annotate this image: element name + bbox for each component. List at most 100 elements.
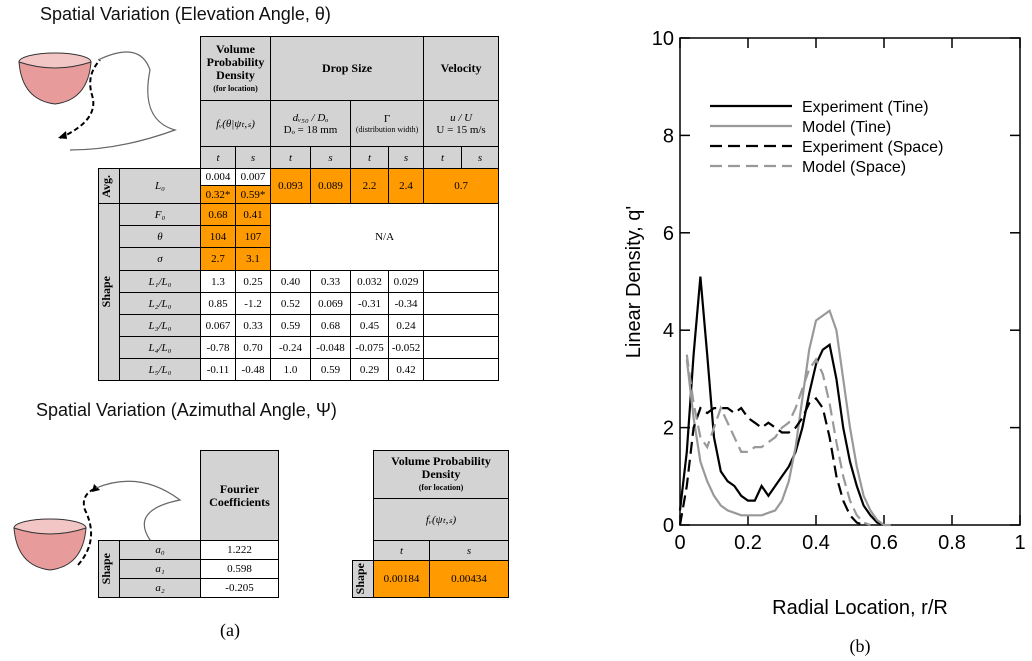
y-tick-label: 4 [663, 320, 674, 342]
group-label: Shape [353, 563, 368, 595]
row-label: L₅/L₀ [119, 358, 201, 381]
cell: 0.598 [200, 559, 279, 579]
group-cell: Shape [98, 540, 120, 598]
row-label-text: a₀ [155, 544, 165, 556]
variable: dᵥ₅₀ / Dₒ [292, 111, 329, 124]
row-label-text: L₂/L₀ [148, 297, 172, 310]
cell: -0.78 [200, 336, 236, 359]
row-label-text: L₄/L₀ [148, 341, 172, 354]
cell [423, 314, 500, 337]
cell: -0.31 [350, 292, 390, 315]
sub-header-text: t [216, 151, 220, 164]
cell [423, 336, 500, 359]
x-tick-label: 1 [1014, 532, 1025, 554]
x-tick-label: 0.6 [870, 532, 898, 554]
header-cell: fᵥ(ψₜ,ₛ) [372, 498, 510, 541]
row-label-text: σ [157, 253, 163, 265]
header: Velocity [423, 36, 500, 101]
variable: Dₒ = 18 mm [283, 123, 338, 136]
y-tick-label: 0 [663, 515, 674, 537]
row-label: a₀ [119, 540, 201, 560]
blank [99, 451, 201, 541]
cell: 0.68 [310, 314, 352, 337]
table-fourier: Fourier Coefficients Shape a₀ 1.222 a₁ 0… [98, 450, 279, 598]
y-tick-label: 8 [663, 125, 674, 147]
group-cell: Shape [352, 560, 374, 598]
bowl-icon-top [18, 51, 177, 151]
cell: 0.00434 [428, 560, 510, 598]
sub-header-text: t [399, 544, 404, 557]
row: L₄/L₀ -0.78 0.70 -0.24 -0.048 -0.075 -0.052 [99, 336, 500, 359]
row-label: L₂/L₀ [119, 292, 201, 315]
sub-header-text: t [441, 151, 445, 164]
cell: 0.33 [310, 270, 352, 293]
plot: 0 2 4 6 8 10 0 0.2 0.4 0.6 0.8 1 Experiment (Tine) Mo… [652, 28, 1026, 554]
sub-header: s [428, 540, 510, 561]
x-axis-label: Radial Location, r/R [772, 597, 948, 619]
legend-label: Model (Space) [802, 159, 906, 176]
row-label-text: L₀ [155, 180, 165, 192]
row-label-text: a₂ [155, 582, 165, 594]
sub-header: t [270, 146, 312, 169]
row-label: L₀ [119, 168, 201, 204]
row-label: L₃/L₀ [119, 314, 201, 337]
cell: 0.32* [200, 185, 236, 204]
cell: -1.2 [234, 292, 272, 315]
row-label: L₄/L₀ [119, 336, 201, 359]
cell: 0.70 [234, 336, 272, 359]
variable: fᵥ(ψₜ,ₛ) [425, 514, 457, 526]
cell: -0.34 [388, 292, 425, 315]
cell: 1.3 [200, 270, 236, 293]
row-label: a₂ [119, 578, 201, 598]
header-cell: Γ (distribution width) [350, 100, 425, 147]
cell: 2.7 [200, 247, 236, 271]
cell: -0.11 [200, 358, 236, 381]
cell: 0.29 [350, 358, 390, 381]
cell: 1.222 [200, 540, 279, 560]
panel-label: (a) [220, 620, 240, 641]
header: Fourier Coefficients [200, 450, 279, 541]
cell: 0.59 [270, 314, 312, 337]
cell: -0.24 [270, 336, 312, 359]
sub-header-text: t [288, 151, 293, 164]
cell: 0.032 [350, 270, 390, 293]
header-note: (for location) [213, 83, 258, 93]
header: Volume Probability Density [391, 454, 491, 481]
sub-header-text: s [328, 151, 333, 164]
x-tick-label: 0.4 [802, 532, 830, 554]
row-label: F₀ [119, 203, 201, 226]
sub-header-text: s [403, 151, 409, 164]
cell [423, 358, 500, 381]
cell: 0.007 [234, 168, 272, 186]
group-label: Shape [99, 276, 114, 308]
x-tick-label: 0.8 [938, 532, 966, 554]
row-label-text: θ [157, 230, 163, 243]
series-line [685, 308, 891, 527]
header: Volume Probability Density [206, 41, 265, 82]
y-axis-label: Linear Density, q' [623, 206, 645, 358]
variable: Γ [383, 113, 391, 125]
series-line [685, 354, 871, 527]
header-cell: Volume Probability Density (for location) [199, 36, 272, 101]
row-label-text: F₀ [154, 208, 166, 221]
table-elevation: Volume Probability Density (for location)… [98, 36, 500, 381]
cell: 0.089 [310, 168, 352, 204]
sub-header-text: s [477, 151, 483, 164]
x-tick-label: 0 [674, 532, 685, 554]
cell: 2.2 [350, 168, 390, 204]
variable: fᵥ(θ|ψₜ,ₛ) [216, 118, 255, 130]
bowl-icon-bottom [13, 480, 182, 581]
sub-header-text: s [250, 151, 256, 164]
cell: 0.33 [234, 314, 272, 337]
cell: 0.40 [270, 270, 312, 293]
cell: 1.0 [270, 358, 312, 381]
cell: 0.52 [270, 292, 312, 315]
legend-label: Model (Tine) [802, 119, 891, 136]
cell: 0.00184 [373, 560, 430, 598]
row-label-text: a₁ [155, 563, 165, 575]
sub-header: t [423, 146, 463, 169]
title: Spatial Variation (Elevation Angle, θ) [40, 4, 331, 24]
y-tick-label: 6 [663, 223, 674, 245]
